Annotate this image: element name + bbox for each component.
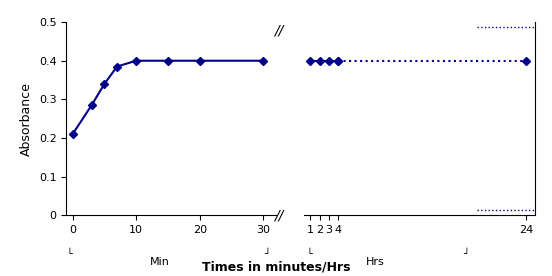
Text: └: └ xyxy=(306,249,312,259)
Y-axis label: Absorbance: Absorbance xyxy=(20,82,33,156)
Text: Min: Min xyxy=(150,257,170,267)
Text: ┘: ┘ xyxy=(264,249,270,259)
Text: //: // xyxy=(274,23,283,37)
Text: └: └ xyxy=(66,249,72,259)
Text: ┘: ┘ xyxy=(463,249,469,259)
Text: //: // xyxy=(274,208,283,222)
Text: Times in minutes/Hrs: Times in minutes/Hrs xyxy=(201,260,351,273)
Text: Hrs: Hrs xyxy=(366,257,385,267)
